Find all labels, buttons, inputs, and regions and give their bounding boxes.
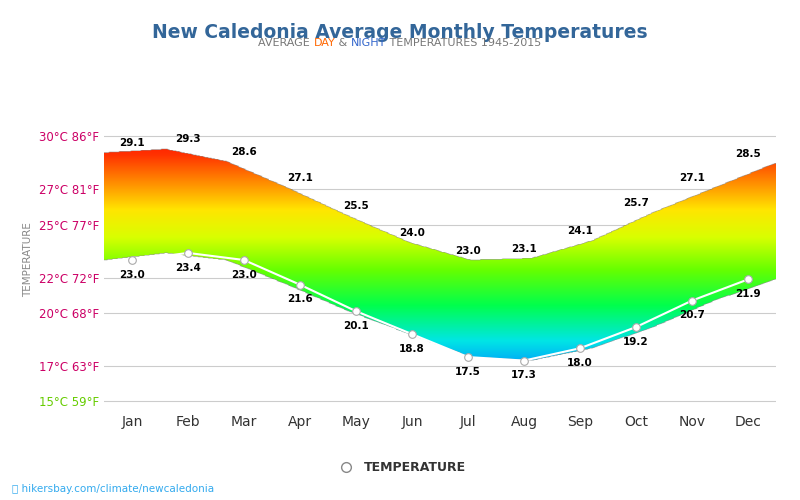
Text: 20.1: 20.1 — [343, 321, 369, 331]
Text: 23.0: 23.0 — [455, 246, 481, 256]
Text: 19.2: 19.2 — [623, 337, 649, 347]
Text: 25.7: 25.7 — [623, 198, 649, 208]
Y-axis label: TEMPERATURE: TEMPERATURE — [23, 222, 34, 298]
Text: 18.0: 18.0 — [567, 358, 593, 368]
Text: 24.0: 24.0 — [399, 228, 425, 238]
Legend: TEMPERATURE: TEMPERATURE — [329, 456, 471, 479]
Text: 21.6: 21.6 — [287, 294, 313, 304]
Text: New Caledonia Average Monthly Temperatures: New Caledonia Average Monthly Temperatur… — [152, 22, 648, 42]
Text: NIGHT: NIGHT — [351, 38, 386, 48]
Text: AVERAGE: AVERAGE — [258, 38, 314, 48]
Text: 20.7: 20.7 — [679, 310, 705, 320]
Text: &: & — [335, 38, 351, 48]
Text: 18.8: 18.8 — [399, 344, 425, 354]
Text: 17.3: 17.3 — [511, 370, 537, 380]
Text: 29.1: 29.1 — [119, 138, 145, 148]
Text: 25.5: 25.5 — [343, 202, 369, 211]
Text: 24.1: 24.1 — [567, 226, 593, 236]
Text: DAY: DAY — [314, 38, 335, 48]
Text: 28.6: 28.6 — [231, 147, 257, 157]
Text: 27.1: 27.1 — [287, 173, 313, 183]
Text: 23.4: 23.4 — [175, 262, 201, 272]
Text: 23.1: 23.1 — [511, 244, 537, 254]
Text: 28.5: 28.5 — [735, 148, 761, 158]
Text: 21.9: 21.9 — [735, 289, 761, 299]
Text: 29.3: 29.3 — [175, 134, 201, 144]
Text: 23.0: 23.0 — [231, 270, 257, 280]
Text: 23.0: 23.0 — [119, 270, 145, 280]
Text: 27.1: 27.1 — [679, 173, 705, 183]
Text: TEMPERATURES 1945-2015: TEMPERATURES 1945-2015 — [386, 38, 542, 48]
Text: 17.5: 17.5 — [455, 367, 481, 377]
Text: 📍 hikersbay.com/climate/newcaledonia: 📍 hikersbay.com/climate/newcaledonia — [12, 484, 214, 494]
